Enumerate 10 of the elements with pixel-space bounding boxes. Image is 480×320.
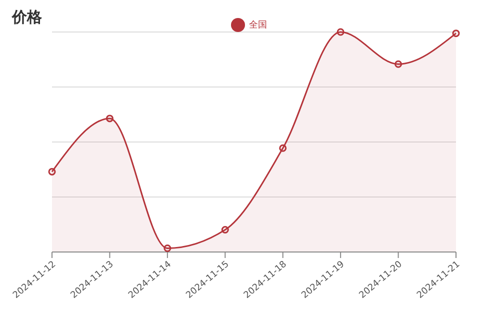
point <box>48 168 56 176</box>
point <box>221 226 229 234</box>
point <box>394 60 402 68</box>
point <box>164 244 172 252</box>
point <box>336 28 344 36</box>
legend-label: 全国 <box>249 20 267 30</box>
point <box>106 114 114 122</box>
chart-title: 价格 <box>12 8 42 27</box>
point <box>452 30 460 38</box>
point <box>279 144 287 152</box>
